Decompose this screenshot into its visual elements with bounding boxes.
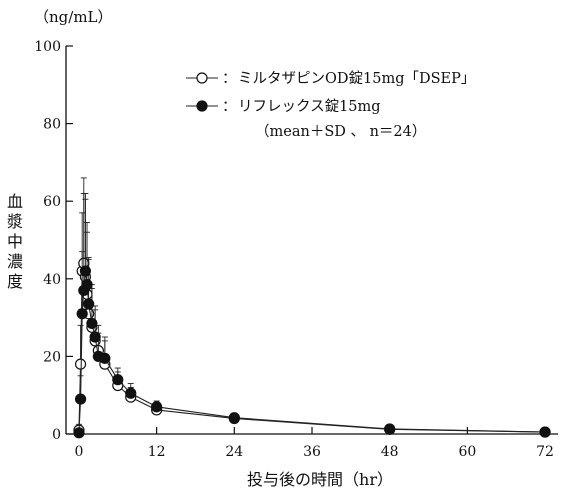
x-tick-label: 36 — [303, 444, 321, 460]
data-point-filled — [83, 298, 95, 310]
series-line — [78, 270, 546, 433]
legend: ： ミルタザピンOD錠15mg「DSEP」 ： リフレックス錠15mg （mea… — [186, 70, 475, 140]
x-tick-label: 0 — [74, 444, 83, 460]
y-tick-label: 40 — [43, 272, 61, 288]
series-line — [78, 263, 546, 433]
x-axis-title: 投与後の時間（hr） — [247, 470, 393, 489]
legend-note: （mean＋SD 、 n＝24） — [255, 123, 426, 140]
data-point-filled — [86, 317, 98, 330]
legend-separator: ： — [222, 71, 237, 87]
data-point-filled — [99, 352, 111, 364]
data-point-filled — [539, 426, 551, 438]
series-reflex — [73, 192, 551, 439]
data-point-filled — [79, 265, 92, 277]
legend-entry-reflex: ： — [186, 99, 237, 115]
legend-label-od: ミルタザピンOD錠15mg「DSEP」 — [238, 70, 475, 87]
plot-area — [73, 177, 551, 439]
y-tick-label: 60 — [43, 194, 61, 210]
data-point-filled — [73, 427, 85, 439]
y-axis-unit: （ng/mL） — [34, 8, 113, 26]
x-tick-label: 72 — [536, 444, 554, 460]
data-point-filled — [76, 308, 88, 320]
data-point-filled — [384, 423, 396, 435]
legend-marker-filled — [196, 100, 208, 112]
x-tick-label: 60 — [458, 444, 476, 460]
x-tick-label: 24 — [225, 444, 243, 460]
y-tick-label: 80 — [43, 117, 61, 133]
data-point-filled — [228, 412, 240, 424]
legend-entry-od: ： — [186, 71, 237, 87]
legend-separator: ： — [222, 99, 237, 115]
data-point-filled — [81, 279, 93, 291]
axes: 0 20 40 60 80 100 0 12 24 36 48 60 72 — [34, 39, 558, 460]
data-point-filled — [74, 393, 87, 405]
y-tick-label: 20 — [43, 349, 61, 365]
data-point-filled — [89, 331, 101, 343]
y-tick-label: 100 — [34, 39, 61, 55]
x-tick-label: 12 — [148, 444, 166, 460]
data-point-filled — [112, 374, 124, 386]
x-tick-label: 48 — [381, 444, 399, 460]
y-tick-label: 0 — [52, 427, 61, 443]
y-axis-title: 血漿中濃度 — [7, 192, 23, 291]
legend-label-reflex: リフレックス錠15mg — [238, 98, 381, 115]
data-point-open — [74, 358, 87, 370]
legend-marker-open — [196, 72, 208, 84]
series-od — [73, 177, 551, 438]
data-point-filled — [151, 401, 163, 413]
data-point-filled — [125, 387, 137, 399]
